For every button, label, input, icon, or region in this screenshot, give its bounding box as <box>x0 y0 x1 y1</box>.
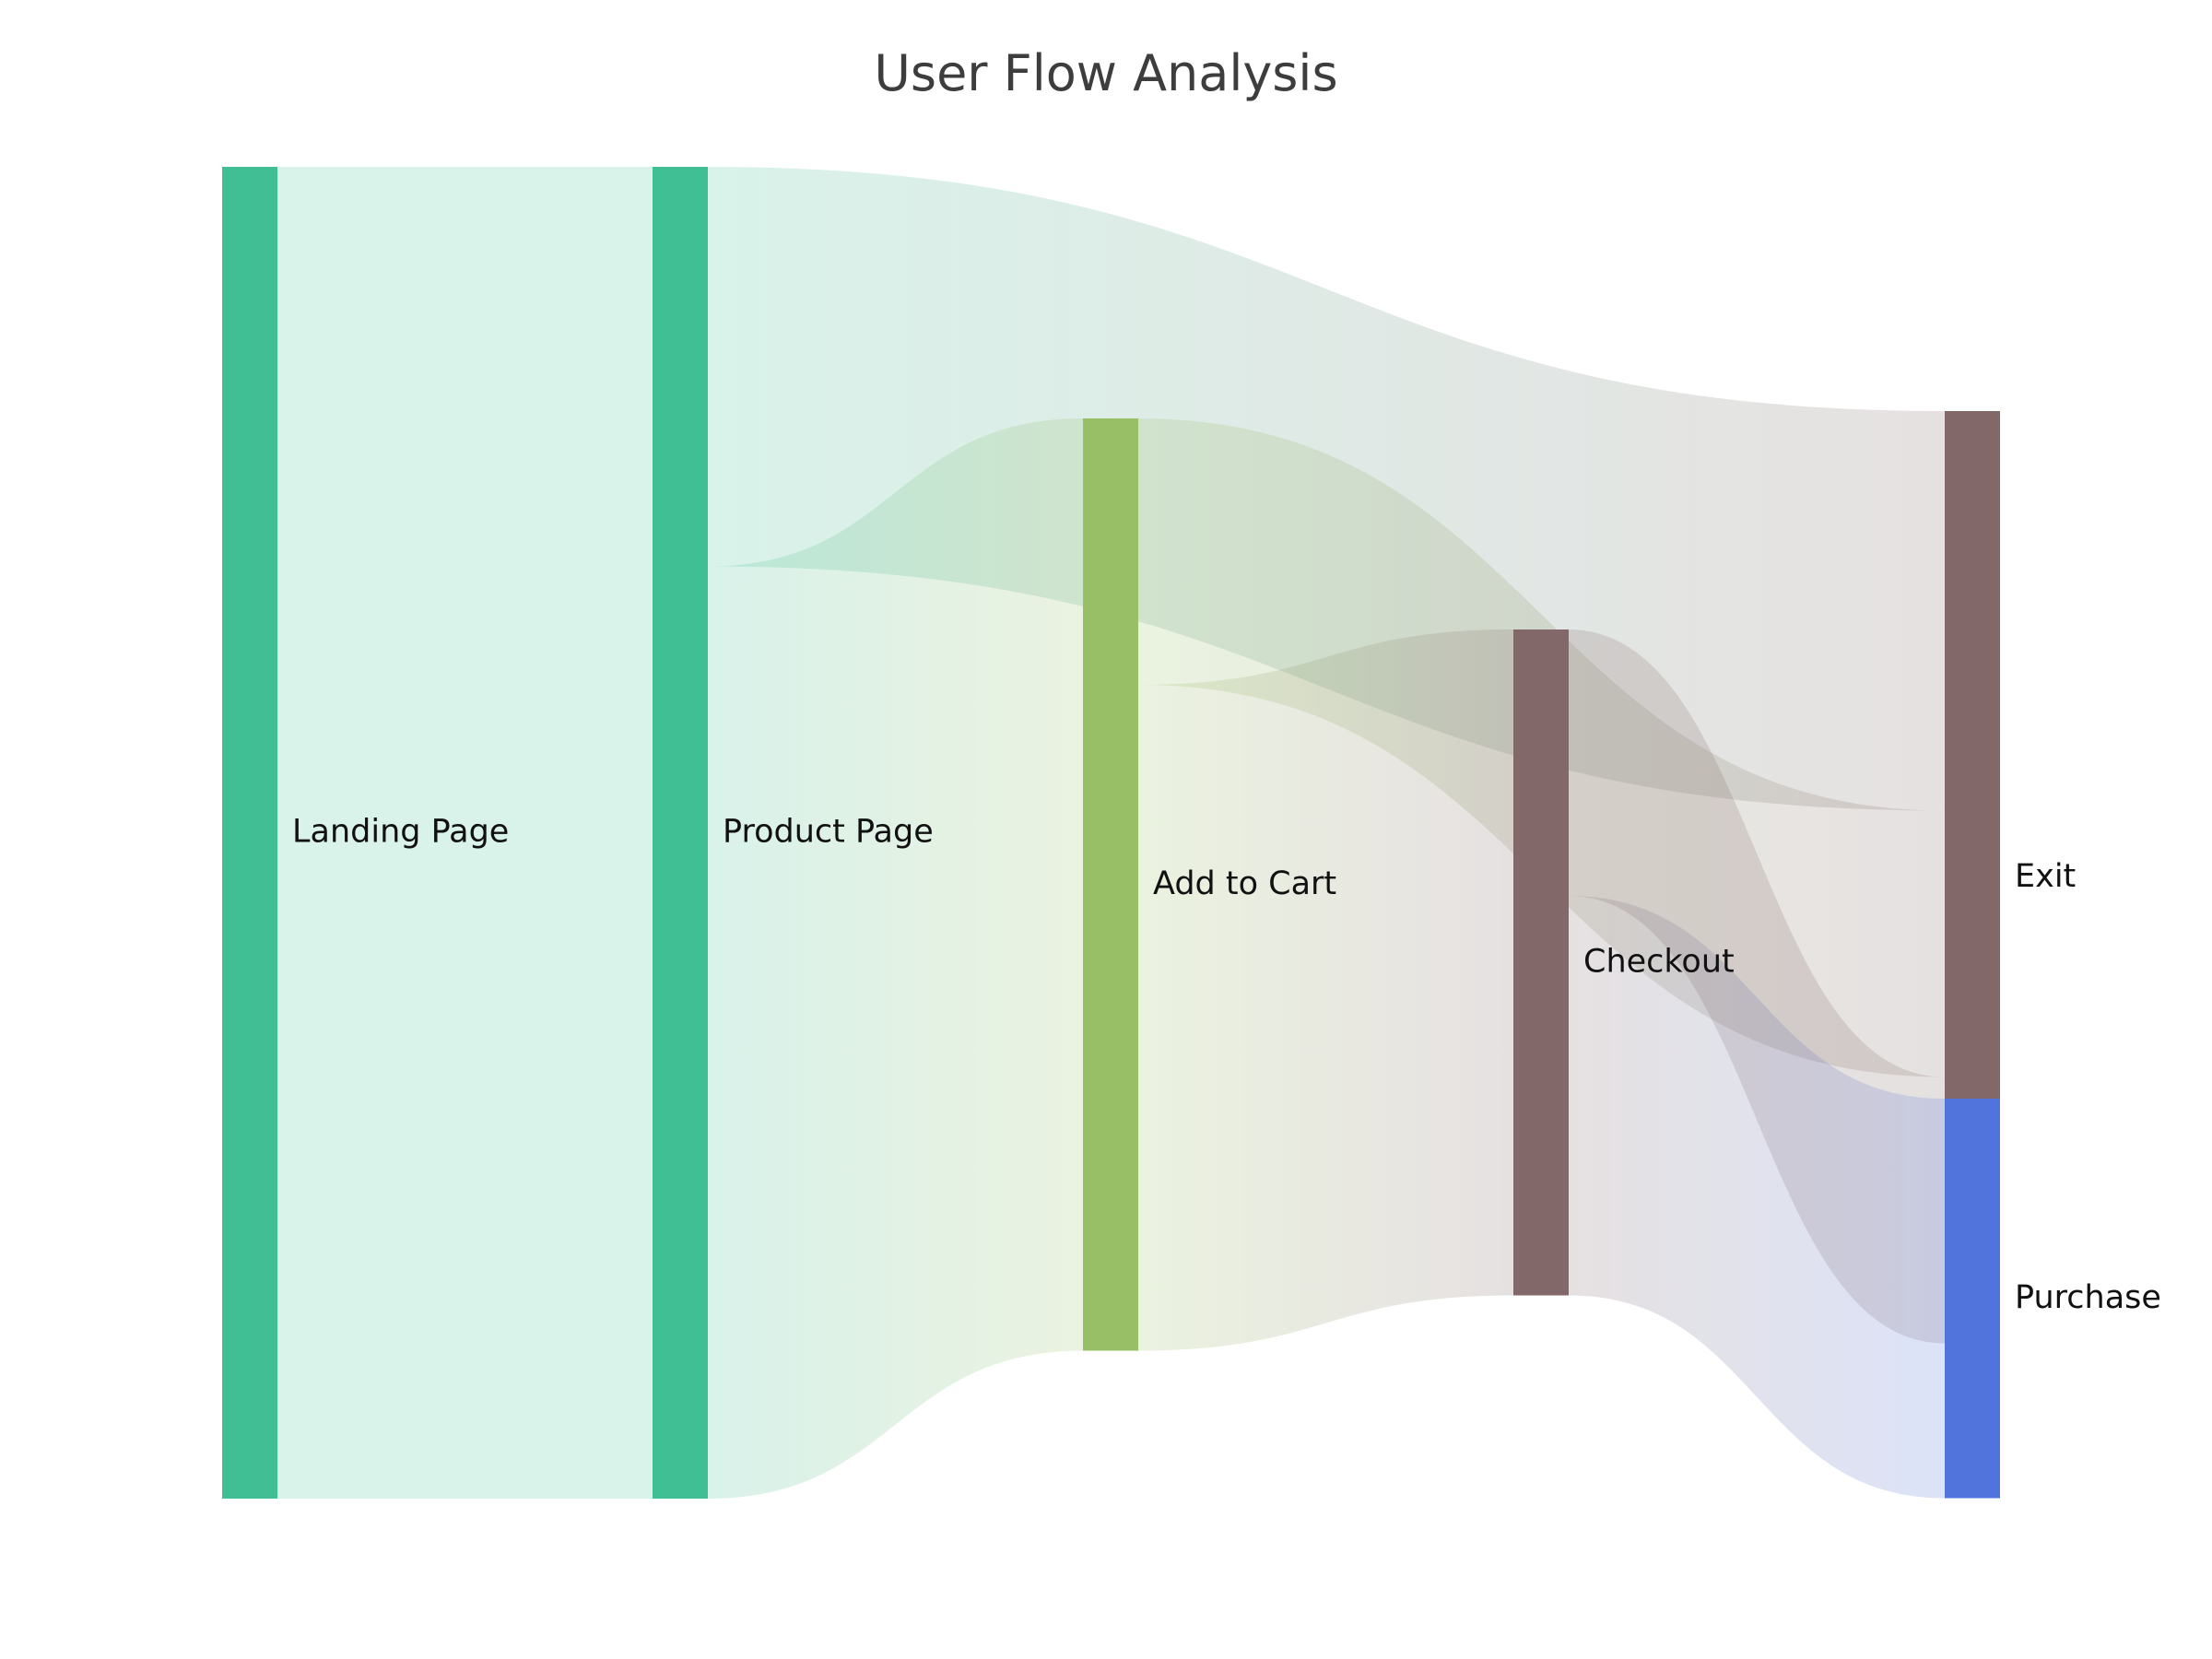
node-label-cart: Add to Cart <box>1153 865 1336 902</box>
node-purchase[interactable] <box>1945 1099 2000 1499</box>
link-checkout-to-purchase[interactable] <box>1569 896 1945 1499</box>
node-label-checkout: Checkout <box>1583 943 1735 980</box>
node-checkout[interactable] <box>1513 629 1569 1296</box>
chart-title: User Flow Analysis <box>874 44 1338 102</box>
link-cart-to-checkout[interactable] <box>1138 629 1513 1351</box>
node-cart[interactable] <box>1083 418 1138 1351</box>
node-label-purchase: Purchase <box>2015 1279 2161 1316</box>
node-product[interactable] <box>653 167 708 1499</box>
link-product-to-cart[interactable] <box>708 418 1083 1499</box>
link-landing-to-product[interactable] <box>277 167 653 1499</box>
node-label-exit: Exit <box>2015 858 2076 895</box>
node-label-product: Product Page <box>723 814 934 851</box>
node-landing[interactable] <box>222 167 277 1499</box>
labels-layer: Landing Page Product Page Add to Cart Check… <box>292 814 2161 1316</box>
links-layer <box>277 167 1945 1499</box>
nodes-layer <box>222 167 2000 1499</box>
node-label-landing: Landing Page <box>292 814 509 851</box>
